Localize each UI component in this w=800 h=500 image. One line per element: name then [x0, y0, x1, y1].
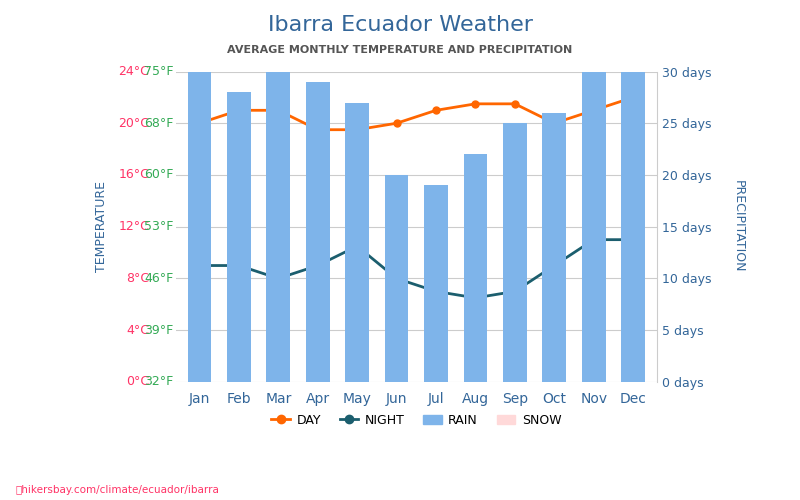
Bar — [582, 72, 606, 382]
Bar — [227, 92, 250, 382]
Text: 16°C: 16°C — [118, 168, 150, 181]
Y-axis label: PRECIPITATION: PRECIPITATION — [732, 180, 745, 273]
Text: 12°C: 12°C — [118, 220, 150, 233]
Text: 60°F: 60°F — [144, 168, 174, 181]
Bar — [542, 113, 566, 382]
Text: 📍hikersbay.com/climate/ecuador/ibarra: 📍hikersbay.com/climate/ecuador/ibarra — [16, 485, 220, 495]
Text: 68°F: 68°F — [144, 116, 174, 130]
Bar — [346, 102, 369, 382]
Y-axis label: TEMPERATURE: TEMPERATURE — [95, 181, 108, 272]
Text: 20°C: 20°C — [118, 116, 150, 130]
Text: 0°C: 0°C — [126, 376, 150, 388]
Bar — [306, 82, 330, 382]
Text: Ibarra Ecuador Weather: Ibarra Ecuador Weather — [267, 15, 533, 35]
Text: 24°C: 24°C — [118, 65, 150, 78]
Text: 46°F: 46°F — [144, 272, 174, 285]
Text: 75°F: 75°F — [144, 65, 174, 78]
Text: 8°C: 8°C — [126, 272, 150, 285]
Text: 32°F: 32°F — [144, 376, 174, 388]
Text: 53°F: 53°F — [144, 220, 174, 233]
Bar — [385, 175, 409, 382]
Bar — [266, 72, 290, 382]
Text: 39°F: 39°F — [144, 324, 174, 336]
Bar — [188, 72, 211, 382]
Bar — [464, 154, 487, 382]
Text: AVERAGE MONTHLY TEMPERATURE AND PRECIPITATION: AVERAGE MONTHLY TEMPERATURE AND PRECIPIT… — [227, 45, 573, 55]
Legend: DAY, NIGHT, RAIN, SNOW: DAY, NIGHT, RAIN, SNOW — [266, 408, 566, 432]
Text: 4°C: 4°C — [126, 324, 150, 336]
Bar — [503, 123, 526, 382]
Bar — [424, 186, 448, 382]
Bar — [622, 72, 645, 382]
